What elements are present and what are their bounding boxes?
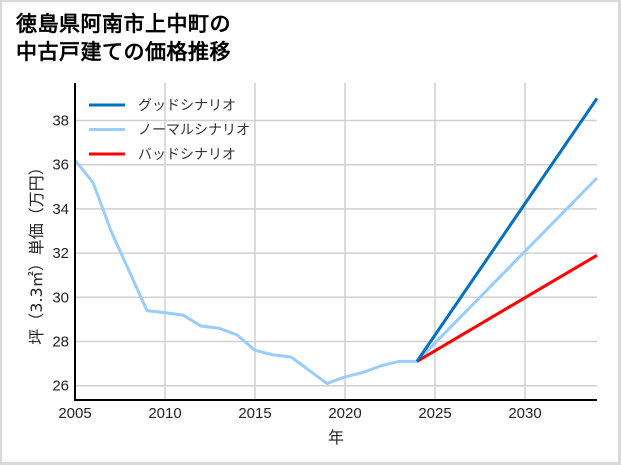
- y-tick-label: 32: [52, 245, 69, 262]
- y-axis-label: 坪（3.3㎡）単価（万円）: [27, 159, 46, 344]
- y-tick-label: 26: [52, 378, 69, 395]
- y-tick-label: 28: [52, 334, 69, 351]
- y-tick-label: 36: [52, 157, 69, 174]
- y-tick-label: 34: [52, 201, 69, 218]
- x-tick-label: 2020: [328, 405, 361, 422]
- y-tick-label: 30: [52, 289, 69, 306]
- x-tick-label: 2015: [238, 405, 271, 422]
- y-tick-label: 38: [52, 113, 69, 130]
- data-series: [73, 97, 599, 385]
- x-tick-label: 2010: [148, 405, 181, 422]
- legend-label: ノーマルシナリオ: [138, 123, 250, 139]
- legend-label: グッドシナリオ: [138, 98, 236, 114]
- x-tick-label: 2005: [58, 405, 91, 422]
- grid-lines: [74, 83, 597, 400]
- series-line: [416, 254, 598, 363]
- axes: [74, 83, 597, 401]
- legend-label: バッドシナリオ: [138, 147, 236, 163]
- x-tick-label: 2030: [508, 405, 541, 422]
- chart-title: 徳島県阿南市上中町の 中古戸建ての価格推移: [16, 10, 231, 66]
- x-tick-label: 2025: [418, 405, 451, 422]
- series-line: [73, 159, 599, 385]
- chart-title-line1: 徳島県阿南市上中町の: [16, 12, 231, 36]
- x-axis-label: 年: [328, 428, 344, 447]
- tick-labels: 2005 2010 2015 2020 2025 2030 26 28 30 32 34 36 38: [52, 113, 541, 423]
- series-line: [415, 97, 599, 363]
- chart-title-line2: 中古戸建ての価格推移: [16, 40, 231, 64]
